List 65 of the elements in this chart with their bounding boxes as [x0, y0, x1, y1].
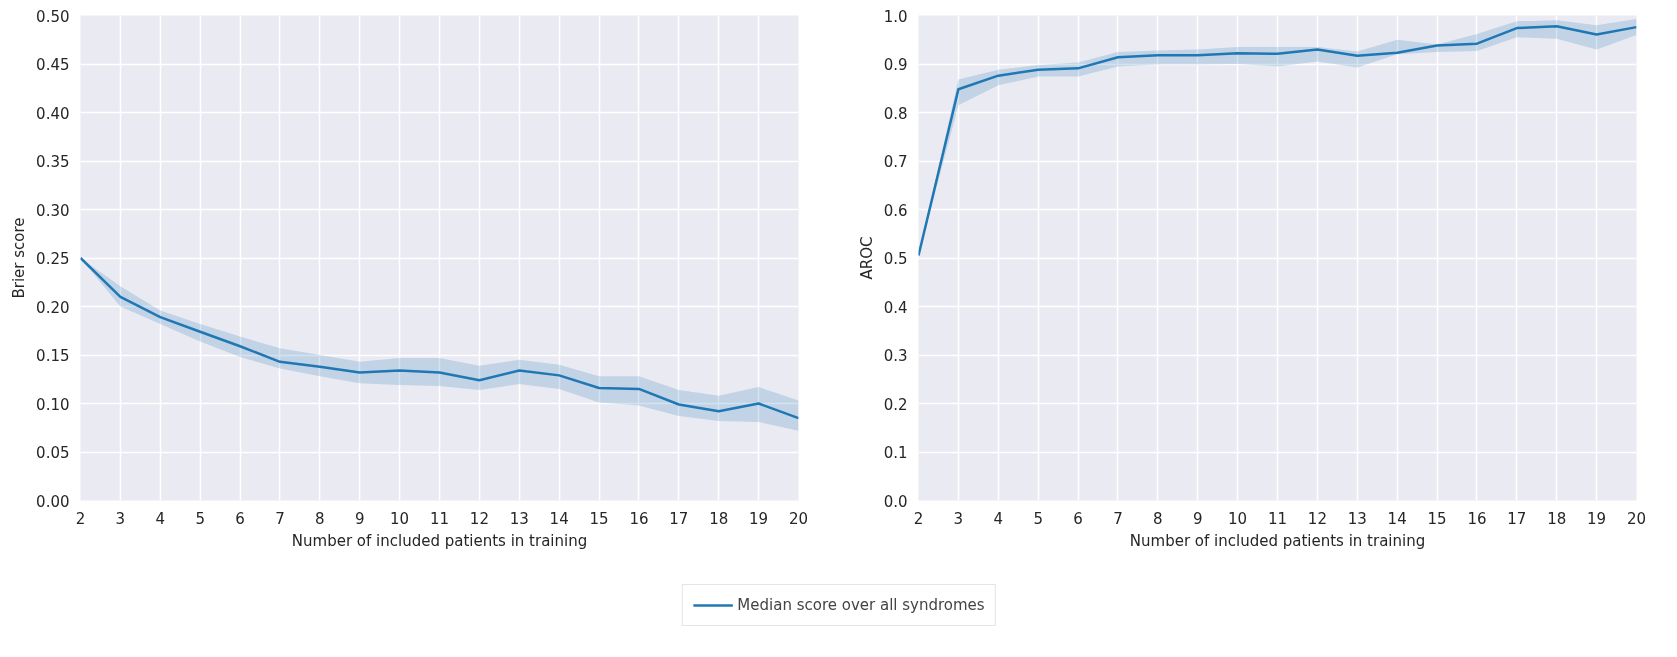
- x-tick-label: 7: [275, 509, 285, 528]
- x-tick-label: 12: [1307, 509, 1327, 528]
- x-tick-label: 15: [589, 509, 609, 528]
- y-axis-title: Brier score: [10, 217, 29, 299]
- y-tick-label: 0.6: [883, 201, 908, 220]
- y-tick-label: 1.0: [883, 7, 908, 26]
- y-tick-label: 0.5: [883, 250, 908, 268]
- x-tick-label: 8: [1153, 509, 1163, 528]
- x-tick-label: 8: [315, 509, 325, 528]
- y-tick-label: 0.10: [36, 395, 70, 414]
- x-tick-label: 17: [1507, 509, 1527, 528]
- x-tick-label: 19: [749, 509, 769, 528]
- x-tick-label: 5: [195, 509, 205, 528]
- x-tick-label: 15: [1427, 509, 1447, 528]
- x-tick-label: 2: [913, 509, 924, 528]
- x-axis-title: Number of included patients in training: [1129, 531, 1426, 550]
- y-tick-label: 0.40: [36, 104, 70, 123]
- y-tick-label: 0.3: [883, 347, 908, 365]
- y-tick-label: 0.20: [36, 298, 70, 317]
- x-tick-label: 4: [155, 509, 166, 528]
- x-tick-label: 16: [1467, 509, 1487, 528]
- x-tick-label: 20: [1626, 509, 1647, 528]
- x-axis-title: Number of included patients in training: [291, 531, 588, 550]
- y-tick-label: 0.05: [36, 444, 70, 462]
- x-tick-label: 20: [788, 509, 809, 528]
- y-tick-label: 0.30: [36, 201, 70, 220]
- x-tick-label: 12: [469, 509, 489, 528]
- x-tick-label: 13: [1347, 509, 1367, 528]
- x-tick-label: 19: [1587, 509, 1607, 528]
- y-tick-label: 0.35: [36, 153, 70, 171]
- x-tick-label: 14: [1387, 509, 1407, 528]
- y-axis-title: AROC: [857, 236, 876, 280]
- x-tick-label: 5: [1033, 509, 1043, 528]
- x-tick-label: 18: [1547, 509, 1567, 528]
- y-tick-label: 0.45: [36, 56, 70, 74]
- y-tick-label: 0.25: [36, 250, 70, 268]
- x-tick-label: 3: [115, 509, 126, 528]
- y-tick-label: 0.7: [883, 153, 908, 171]
- x-tick-label: 9: [354, 509, 365, 528]
- y-tick-label: 0.2: [883, 395, 908, 414]
- x-tick-label: 13: [509, 509, 529, 528]
- legend-label: Median score over all syndromes: [737, 596, 985, 614]
- x-tick-label: 11: [1267, 509, 1288, 528]
- y-tick-label: 0.1: [883, 444, 908, 462]
- y-tick-label: 0.15: [36, 347, 70, 365]
- y-tick-label: 0.8: [883, 104, 908, 123]
- x-tick-label: 6: [1073, 509, 1083, 528]
- x-tick-label: 14: [549, 509, 569, 528]
- x-tick-label: 17: [669, 509, 689, 528]
- x-tick-label: 2: [75, 509, 86, 528]
- x-tick-label: 4: [993, 509, 1004, 528]
- x-tick-label: 9: [1192, 509, 1203, 528]
- x-tick-label: 10: [390, 509, 410, 528]
- y-tick-label: 0.9: [883, 56, 908, 74]
- x-tick-label: 6: [235, 509, 245, 528]
- x-tick-label: 16: [629, 509, 649, 528]
- x-tick-label: 3: [953, 509, 964, 528]
- y-tick-label: 0.00: [36, 492, 70, 511]
- x-tick-label: 18: [709, 509, 729, 528]
- x-tick-label: 11: [429, 509, 450, 528]
- x-tick-label: 7: [1113, 509, 1123, 528]
- y-tick-label: 0.4: [883, 298, 908, 317]
- y-tick-label: 0.0: [883, 492, 908, 511]
- x-tick-label: 10: [1228, 509, 1248, 528]
- y-tick-label: 0.50: [36, 7, 70, 26]
